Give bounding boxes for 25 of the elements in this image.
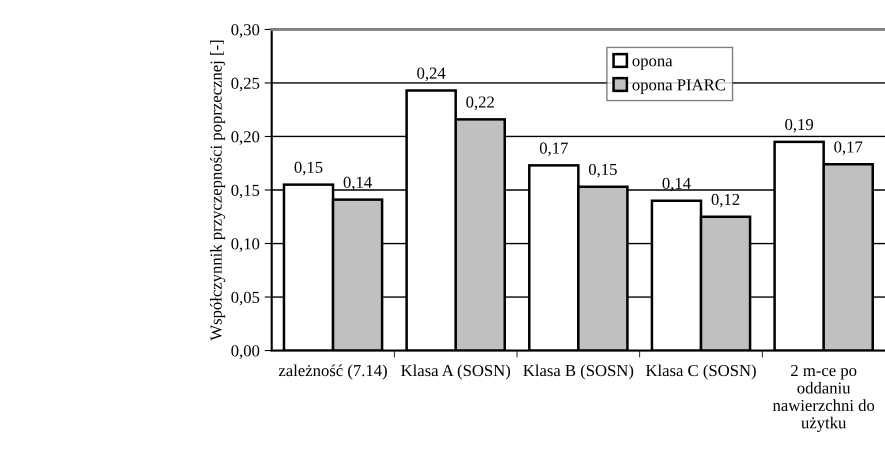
legend-label: opona <box>632 58 672 70</box>
y-axis-title: Współczynnik przyczepności poprzecznej [-] <box>210 40 226 341</box>
data-label: 0,14 <box>344 176 372 190</box>
data-label: 0,15 <box>294 162 322 176</box>
data-label: 0,17 <box>834 141 862 155</box>
data-label: 0,17 <box>540 142 568 156</box>
data-label: 0,24 <box>417 67 446 82</box>
data-label: 0,14 <box>662 178 691 192</box>
y-tick-label: 0,00 <box>231 345 260 359</box>
x-tick-label: 2 m-ce po oddaniu nawierzchni do użytku <box>772 364 874 432</box>
data-label: 0,22 <box>466 96 494 110</box>
y-tick-label: 0,05 <box>231 292 260 306</box>
data-label: 0,19 <box>785 118 814 133</box>
y-tick-label: 0,10 <box>231 238 260 252</box>
x-tick-label: Klasa B (SOSN) <box>523 364 634 380</box>
x-tick-label: Klasa A (SOSN) <box>401 364 510 380</box>
x-tick-label: zależność (7.14) <box>278 364 387 380</box>
data-label: 0,15 <box>588 164 617 178</box>
y-tick-label: 0,30 <box>231 24 260 38</box>
y-tick-label: 0,25 <box>231 78 260 92</box>
y-tick-label: 0,15 <box>231 184 260 198</box>
y-tick-label: 0,20 <box>231 131 260 145</box>
legend-label: opona PIARC <box>632 79 725 94</box>
data-label: 0,12 <box>712 194 740 208</box>
x-tick-label: Klasa C (SOSN) <box>646 364 756 380</box>
